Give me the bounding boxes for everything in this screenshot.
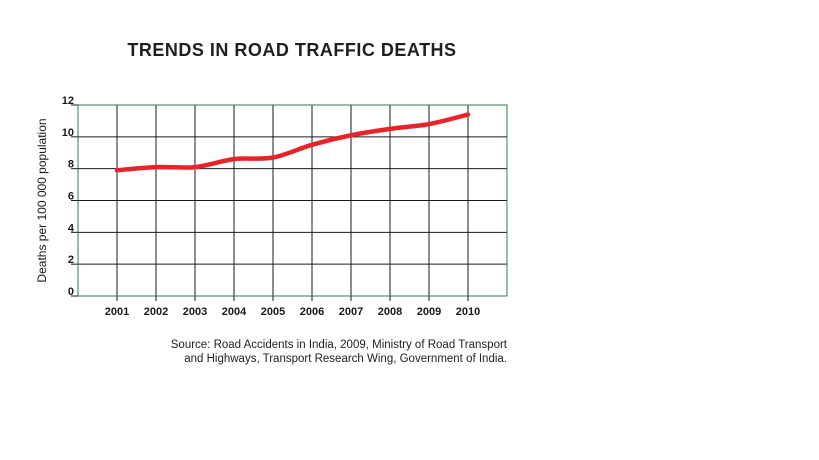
y-axis-label: Deaths per 100 000 population [35, 118, 49, 282]
x-tick-label: 2007 [339, 306, 363, 318]
x-tick-label: 2008 [378, 306, 402, 318]
source-note: Source: Road Accidents in India, 2009, M… [171, 338, 507, 366]
y-tick-label: 0 [68, 286, 74, 298]
x-tick-label: 2009 [417, 306, 441, 318]
y-tick-label: 4 [68, 222, 75, 234]
x-tick-label: 2004 [222, 306, 247, 318]
x-tick-label: 2005 [261, 306, 285, 318]
series-layer [114, 112, 471, 173]
x-tick-label: 2003 [183, 306, 207, 318]
x-tick-label: 2002 [144, 306, 168, 318]
source-line-2: and Highways, Transport Research Wing, G… [184, 353, 507, 365]
y-tick-label: 2 [68, 254, 74, 266]
source-line-1: Source: Road Accidents in India, 2009, M… [170, 339, 507, 351]
y-tick-label: 12 [62, 95, 74, 107]
y-tick-label: 8 [68, 159, 74, 171]
chart-title: TRENDS IN ROAD TRAFFIC DEATHS [127, 40, 457, 60]
y-tick-label: 6 [68, 191, 74, 203]
y-axis-ticks: 0 2 4 6 8 10 12 [62, 95, 78, 298]
x-tick-label: 2010 [456, 306, 480, 318]
x-tick-label: 2001 [105, 306, 129, 318]
grid-lines [78, 105, 507, 296]
y-tick-label: 10 [62, 127, 74, 139]
x-axis-ticks: 2001 2002 2003 2004 2005 2006 2007 2008 2009 2010 [105, 296, 480, 318]
series-line [114, 112, 471, 173]
x-tick-label: 2006 [300, 306, 324, 318]
